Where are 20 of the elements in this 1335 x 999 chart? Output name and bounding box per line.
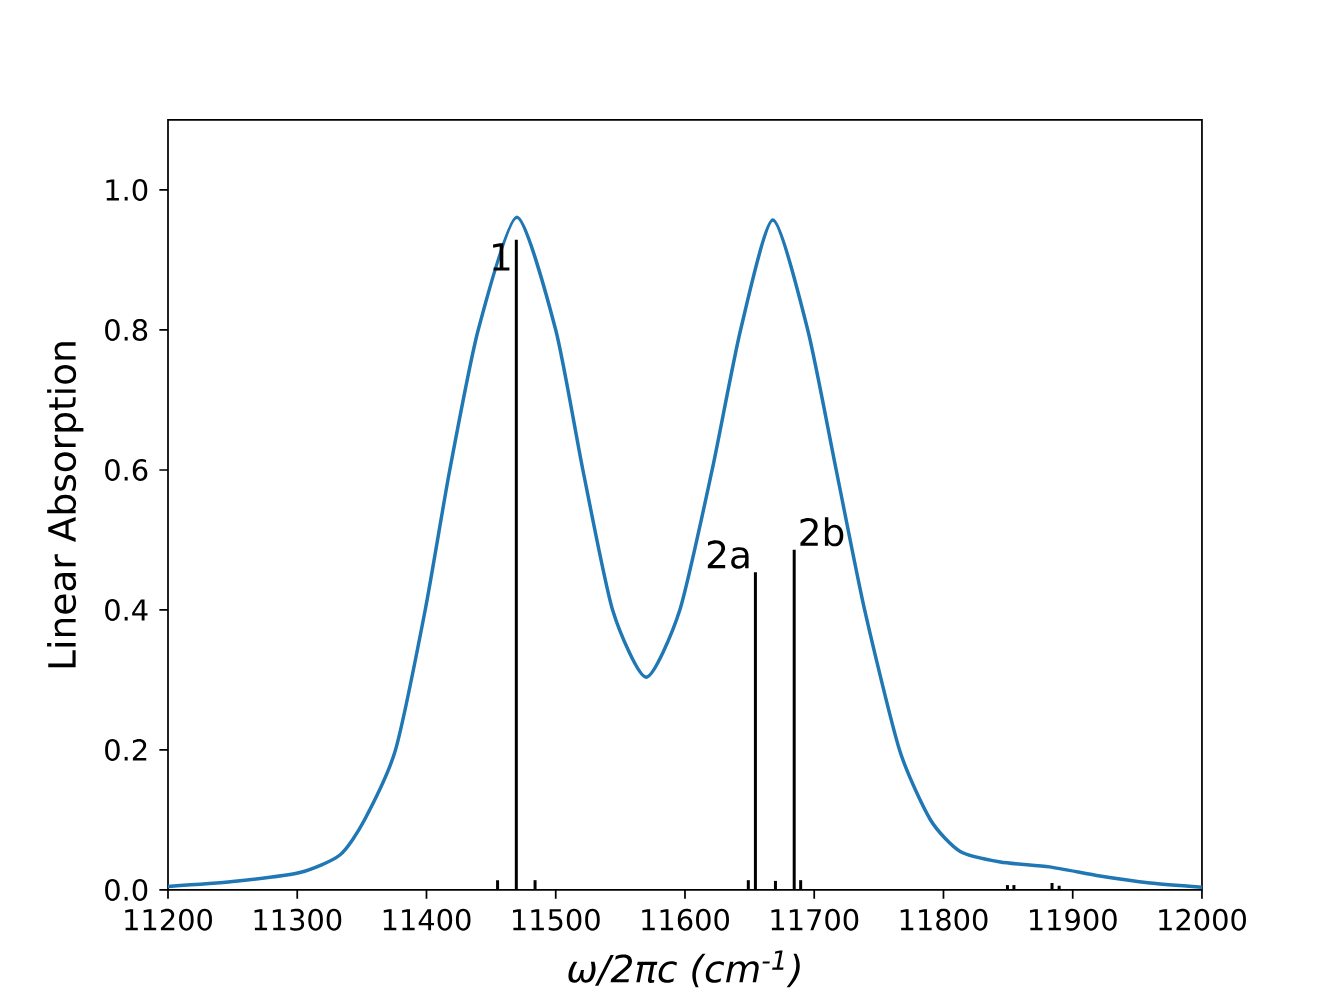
x-tick-label: 11600 [642,908,729,931]
y-tick-label: 0.8 [105,319,148,341]
line-series [168,215,1202,889]
y-tick-label: 0.4 [105,599,148,621]
x-tick-label: 11900 [1029,908,1117,931]
y-tick-label: 0.2 [105,739,147,761]
y-tick-label: 0.6 [105,459,148,481]
x-tick-label: 11800 [900,908,988,931]
x-tick-label: 11200 [125,908,212,931]
y-tick-label: 1.0 [106,179,148,201]
x-tick-label: 11700 [771,908,859,931]
annotation: 2a [707,540,749,569]
x-axis-title: ω/2πc (cm$^{-1}$) [568,950,800,988]
x-tick-label: 11500 [512,908,600,931]
y-axis-title: Linear Absorption [47,342,84,668]
x-tick-label: 11300 [254,908,342,931]
x-tick-label: 11400 [383,908,471,931]
y-tick-label: 0.0 [105,879,148,901]
annotation: 2b [800,517,844,547]
x-tick-label: 12000 [1159,908,1246,931]
